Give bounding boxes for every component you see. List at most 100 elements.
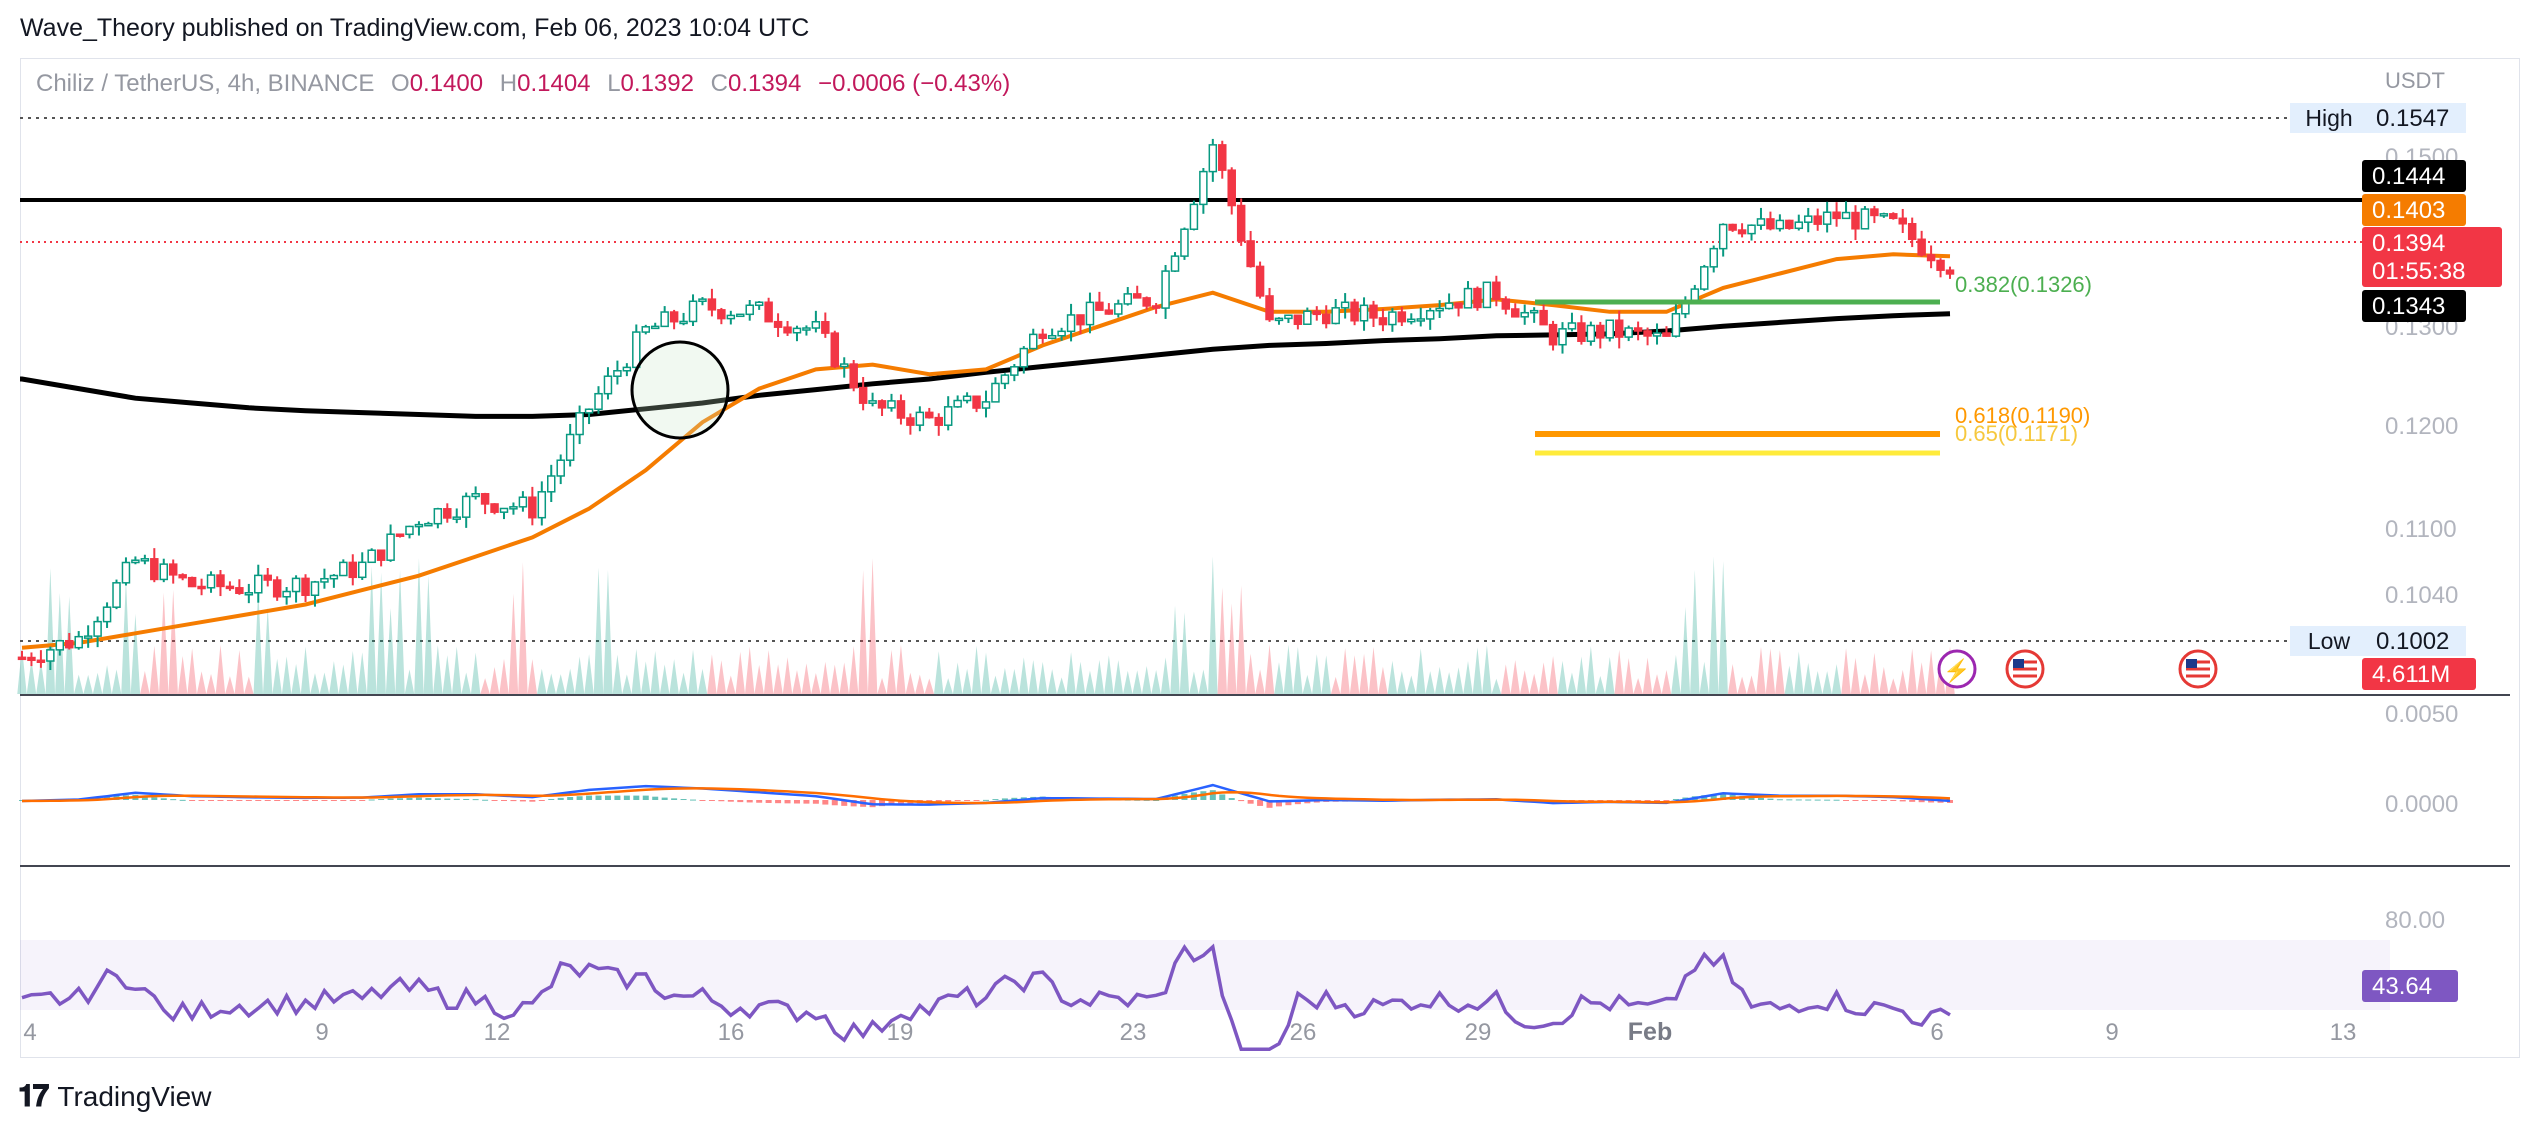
candle-body[interactable] [1227,169,1236,207]
candle-body[interactable] [1010,366,1019,376]
candle-body[interactable] [1511,308,1520,318]
candle-body[interactable] [1936,259,1945,271]
candle-body[interactable] [925,411,934,419]
candle-body[interactable] [1832,211,1841,220]
candle-body[interactable] [1539,309,1548,326]
candle-body[interactable] [641,326,651,333]
candle-body[interactable] [1671,312,1681,337]
candle-body[interactable] [1199,170,1208,206]
candle-body[interactable] [1775,219,1785,230]
candle-body[interactable] [688,300,698,323]
candle-body[interactable] [547,475,556,493]
candle-body[interactable] [1066,314,1076,333]
candle-body[interactable] [745,304,754,316]
candle-body[interactable] [1605,319,1615,339]
candle-body[interactable] [367,549,376,564]
candle-body[interactable] [679,320,688,325]
candle-body[interactable] [1785,219,1794,230]
candle-body[interactable] [650,325,660,330]
candle-body[interactable] [1189,203,1199,230]
candle-body[interactable] [575,412,584,436]
us-flag-event-icon[interactable] [2005,649,2045,689]
candle-body[interactable] [1624,327,1633,338]
candle-body[interactable] [206,574,216,589]
candle-body[interactable] [1019,347,1029,368]
candle-body[interactable] [1917,238,1926,256]
candle-body[interactable] [121,561,131,584]
candle-body[interactable] [1473,287,1482,309]
candle-body[interactable] [1284,314,1293,320]
candle-body[interactable] [556,459,565,477]
candle-body[interactable] [726,314,736,320]
candle-body[interactable] [1577,322,1586,342]
candlesticks[interactable] [17,138,1955,671]
candle-body[interactable] [934,416,943,426]
candle-body[interactable] [150,558,159,581]
candle-body[interactable] [584,408,594,414]
candle-body[interactable] [1038,333,1047,339]
candle-body[interactable] [1596,324,1605,339]
candle-body[interactable] [339,561,348,577]
candle-body[interactable] [528,496,537,519]
candle-body[interactable] [291,577,301,593]
candle-body[interactable] [357,561,367,579]
candle-body[interactable] [1700,266,1709,290]
candle-body[interactable] [1132,293,1142,299]
candle-body[interactable] [783,326,792,334]
candle-body[interactable] [55,639,65,651]
candle-body[interactable] [981,401,991,409]
candle-body[interactable] [632,331,641,369]
candle-body[interactable] [1274,317,1284,322]
candle-body[interactable] [301,577,310,596]
candle-body[interactable] [1057,330,1066,337]
candle-body[interactable] [1114,303,1123,315]
candle-body[interactable] [669,311,679,323]
candle-body[interactable] [868,400,877,404]
candle-body[interactable] [565,433,575,461]
candle-body[interactable] [1548,323,1558,346]
candle-body[interactable] [1435,307,1444,312]
candle-body[interactable] [1029,333,1038,350]
candle-body[interactable] [1246,240,1255,268]
lightning-icon[interactable]: ⚡ [1937,649,1977,689]
candle-body[interactable] [830,332,840,368]
candle-body[interactable] [27,656,36,662]
candle-body[interactable] [1265,295,1274,321]
candle-body[interactable] [1614,319,1624,338]
candle-body[interactable] [310,581,320,596]
candle-body[interactable] [877,400,887,409]
candle-body[interactable] [461,495,471,518]
candle-body[interactable] [499,507,509,513]
candle-body[interactable] [168,563,178,576]
candle-body[interactable] [1095,301,1104,311]
candle-body[interactable] [405,525,414,536]
candle-body[interactable] [1709,247,1718,268]
candle-body[interactable] [896,400,906,419]
candle-body[interactable] [773,320,783,328]
candle-body[interactable] [1047,334,1057,339]
candle-body[interactable] [839,363,849,368]
candle-body[interactable] [1803,215,1813,223]
candle-body[interactable] [225,585,235,590]
macd-signal-line[interactable] [21,787,1951,805]
candle-body[interactable] [1255,265,1265,297]
candle-body[interactable] [717,309,726,320]
candle-body[interactable] [216,574,225,588]
candle-body[interactable] [1331,307,1340,325]
candle-body[interactable] [1218,144,1227,171]
candle-body[interactable] [140,558,150,562]
candle-body[interactable] [1841,211,1851,220]
candle-body[interactable] [1142,297,1151,307]
candle-body[interactable] [698,298,707,303]
candle-body[interactable] [1303,310,1312,325]
candle-body[interactable] [792,327,802,334]
candle-body[interactable] [424,522,433,527]
candle-body[interactable] [754,301,764,307]
time-axis[interactable]: 4 9 12 16 19 23 26 29 Feb 6 9 13 [23,1018,2356,1046]
candle-body[interactable] [329,574,339,580]
candle-body[interactable] [1407,318,1416,323]
candle-body[interactable] [1728,223,1737,231]
candle-body[interactable] [272,579,282,598]
candle-body[interactable] [1945,269,1955,275]
us-flag-event-icon[interactable] [2178,649,2218,689]
